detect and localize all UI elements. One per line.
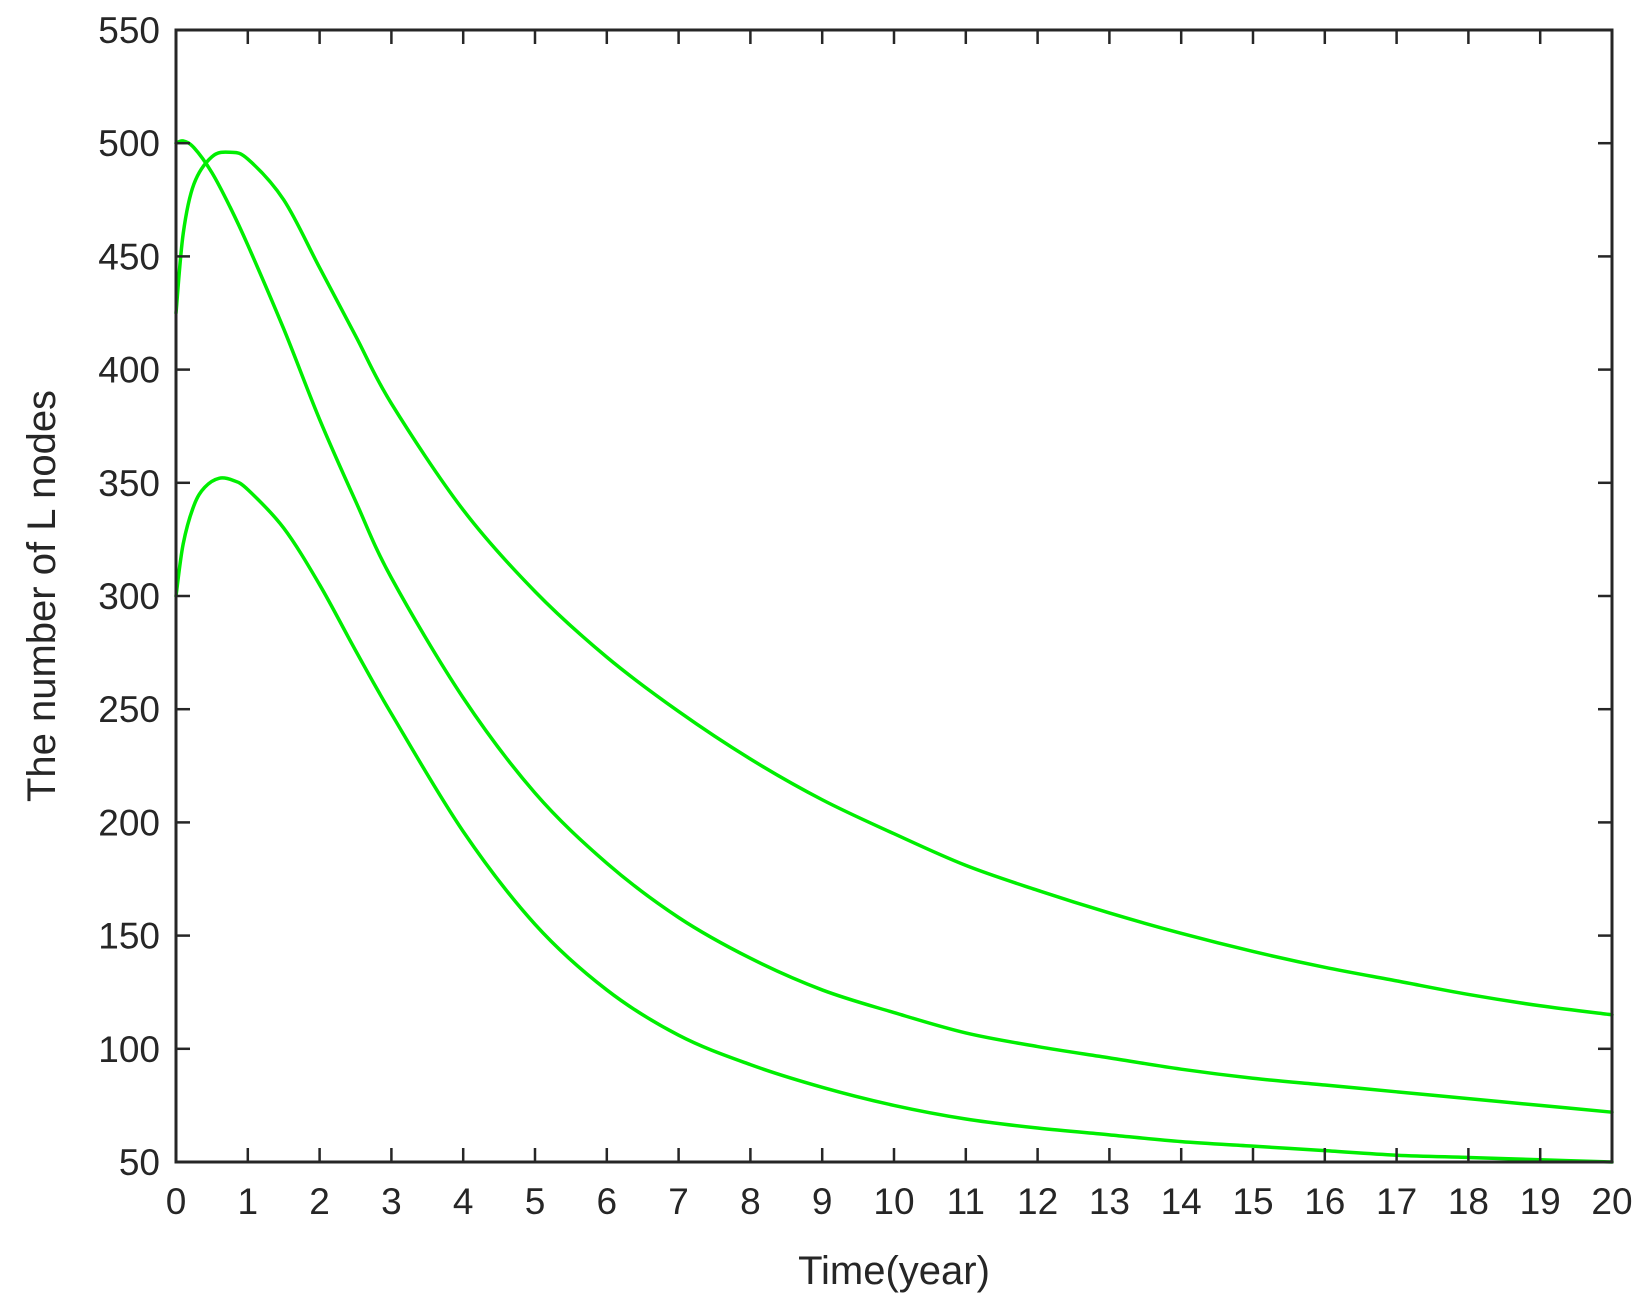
x-tick-label: 8 — [740, 1181, 761, 1222]
x-tick-label: 19 — [1520, 1181, 1561, 1222]
x-tick-label: 11 — [947, 1181, 985, 1222]
y-axis-label: The number of L nodes — [20, 390, 64, 802]
y-tick-label: 200 — [98, 802, 160, 843]
x-tick-label: 17 — [1376, 1181, 1417, 1222]
x-tick-label: 5 — [525, 1181, 546, 1222]
x-tick-label: 1 — [238, 1181, 259, 1222]
y-tick-label: 500 — [98, 123, 160, 164]
y-tick-label: 300 — [98, 576, 160, 617]
y-tick-label: 100 — [98, 1029, 160, 1070]
x-tick-label: 13 — [1089, 1181, 1130, 1222]
x-tick-label: 6 — [597, 1181, 618, 1222]
series-line-3 — [174, 476, 1614, 1164]
series-layer — [174, 139, 1614, 1164]
y-tick-label: 250 — [98, 689, 160, 730]
y-tick-label: 400 — [98, 350, 160, 391]
y-tick-label: 450 — [98, 236, 160, 277]
x-tick-label: 0 — [166, 1181, 187, 1222]
y-tick-label: 350 — [98, 463, 160, 504]
x-tick-label: 14 — [1161, 1181, 1202, 1222]
x-tick-label: 18 — [1448, 1181, 1489, 1222]
tick-layer: 0 1 2 3 4 5 6 7 8 9 10 11 12 13 14 15 16 17 18 19 2050100150… — [98, 10, 1632, 1222]
x-tick-label: 4 — [453, 1181, 474, 1222]
series-line-1 — [174, 150, 1614, 1017]
y-tick-label: 50 — [119, 1142, 160, 1183]
x-tick-label: 3 — [381, 1181, 402, 1222]
y-tick-label: 150 — [98, 916, 160, 957]
x-tick-label: 10 — [873, 1181, 914, 1222]
x-tick-label: 15 — [1232, 1181, 1273, 1222]
series-line-2 — [174, 139, 1614, 1114]
x-tick-label: 16 — [1304, 1181, 1345, 1222]
x-axis-label: Time(year) — [798, 1249, 990, 1293]
x-tick-label: 9 — [812, 1181, 833, 1222]
x-tick-label: 7 — [668, 1181, 689, 1222]
x-tick-label: 12 — [1017, 1181, 1058, 1222]
y-tick-label: 550 — [98, 10, 160, 51]
x-tick-label: 2 — [309, 1181, 330, 1222]
x-tick-label: 20 — [1591, 1181, 1632, 1222]
